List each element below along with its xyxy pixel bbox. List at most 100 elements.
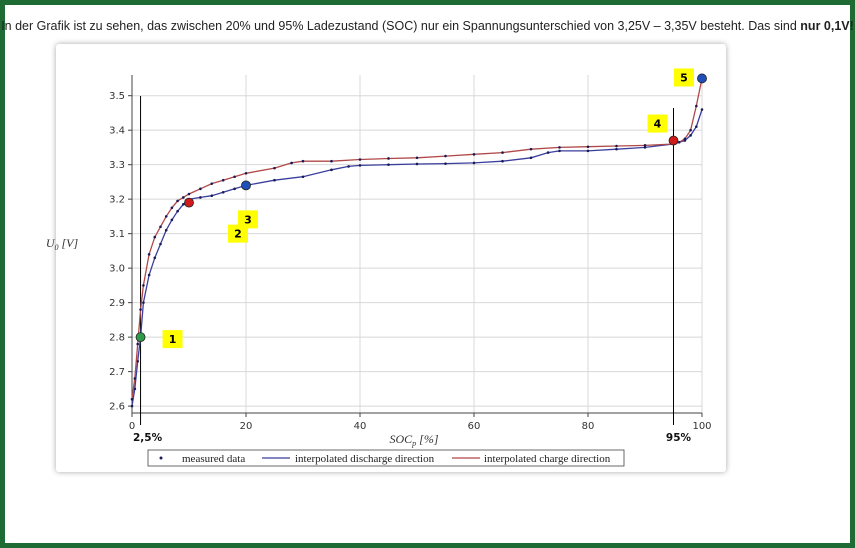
y-tick-label: 2.7 bbox=[109, 367, 125, 378]
measured-point bbox=[358, 164, 362, 167]
chart-card bbox=[56, 44, 726, 472]
discharge-curve bbox=[131, 109, 703, 407]
measured-point bbox=[358, 158, 362, 161]
measured-point bbox=[301, 159, 305, 163]
measured-point bbox=[176, 209, 179, 213]
measured-point bbox=[387, 163, 390, 166]
measured-point bbox=[130, 404, 134, 408]
measured-point bbox=[387, 157, 390, 160]
legend-measured-marker bbox=[159, 456, 163, 460]
legend-box bbox=[147, 449, 625, 467]
measured-point bbox=[170, 218, 174, 222]
measured-point bbox=[182, 196, 185, 199]
legend-discharge-label: interpolated discharge direction bbox=[295, 453, 435, 465]
measured-point bbox=[301, 175, 305, 179]
x-tick-label: 60 bbox=[468, 421, 481, 432]
caption-main: In der Grafik ist zu sehen, das zwischen… bbox=[1, 19, 801, 33]
annotation-box-4 bbox=[647, 114, 668, 133]
measured-point bbox=[529, 156, 533, 160]
measured-point bbox=[221, 190, 225, 194]
measured-point bbox=[153, 235, 157, 239]
measured-point bbox=[330, 168, 333, 172]
measured-point bbox=[159, 225, 162, 229]
measured-point bbox=[529, 147, 533, 151]
measured-point bbox=[142, 284, 145, 287]
measured-point bbox=[695, 104, 698, 108]
measured-point bbox=[683, 137, 687, 141]
measured-point bbox=[221, 178, 225, 182]
measured-point bbox=[136, 359, 139, 363]
vertical-marker-label: 95% bbox=[666, 432, 692, 444]
x-tick-label: 20 bbox=[240, 421, 253, 432]
y-tick-label: 3.2 bbox=[109, 195, 125, 206]
measured-point bbox=[330, 159, 333, 163]
legend: measured data interpolated discharge dire… bbox=[147, 449, 625, 467]
measured-point bbox=[139, 308, 142, 311]
annotation-label-1: 1 bbox=[169, 333, 177, 346]
x-axis-label: SOCp [%] bbox=[389, 432, 438, 448]
annotation-point-1 bbox=[135, 332, 146, 343]
measured-point bbox=[164, 215, 168, 218]
x-tick-label: 40 bbox=[354, 421, 367, 432]
measured-point bbox=[472, 153, 476, 156]
measured-point bbox=[643, 144, 647, 147]
measured-point bbox=[347, 165, 350, 168]
measured-point bbox=[501, 159, 504, 163]
measured-point bbox=[700, 108, 704, 111]
annotation-point-5 bbox=[697, 73, 707, 84]
y-axis-label: U0 [V] bbox=[46, 236, 79, 252]
measured-point bbox=[558, 146, 561, 149]
y-tick-label: 3.0 bbox=[109, 264, 125, 275]
annotation-point-3 bbox=[241, 180, 251, 191]
measured-point bbox=[147, 253, 151, 256]
measured-point bbox=[147, 273, 151, 277]
measured-point bbox=[170, 206, 174, 210]
measured-point bbox=[695, 125, 698, 129]
measured-point bbox=[444, 162, 447, 165]
measured-point bbox=[444, 154, 447, 158]
measured-point bbox=[244, 171, 248, 175]
measured-point bbox=[586, 145, 590, 149]
measured-point bbox=[689, 128, 692, 132]
measured-point bbox=[199, 196, 202, 199]
measured-point bbox=[199, 187, 202, 191]
measured-point bbox=[133, 387, 137, 391]
annotation-box-5 bbox=[674, 68, 694, 87]
annotation-label-2: 2 bbox=[234, 228, 242, 241]
annotation-label-4: 4 bbox=[654, 118, 662, 131]
measured-point bbox=[176, 199, 179, 203]
measured-point bbox=[159, 242, 162, 246]
measured-point bbox=[501, 151, 504, 154]
measured-point bbox=[558, 149, 561, 153]
annotation-box-3 bbox=[238, 210, 258, 229]
y-tick-label: 3.1 bbox=[109, 229, 125, 240]
measured-point bbox=[210, 182, 214, 185]
y-tick-label: 2.6 bbox=[109, 402, 125, 413]
measured-point bbox=[233, 187, 236, 191]
annotation-label-5: 5 bbox=[680, 71, 688, 84]
legend-measured-label: measured data bbox=[182, 453, 245, 465]
measured-point bbox=[233, 175, 236, 179]
measured-point bbox=[689, 134, 692, 137]
legend-charge-label: interpolated charge direction bbox=[484, 453, 611, 465]
annotation-point-2 bbox=[184, 197, 194, 208]
caption-text: In der Grafik ist zu sehen, das zwischen… bbox=[0, 19, 855, 33]
measured-point bbox=[472, 161, 476, 165]
measured-point bbox=[643, 146, 647, 149]
annotation-label-3: 3 bbox=[244, 213, 252, 226]
charge-curve bbox=[131, 78, 703, 400]
measured-point bbox=[273, 178, 276, 182]
annotation-point-4 bbox=[668, 135, 679, 146]
measured-point bbox=[187, 192, 191, 196]
measured-point bbox=[142, 301, 145, 304]
measured-point bbox=[615, 144, 618, 148]
caption-emphasis: nur 0,1V! bbox=[800, 19, 854, 33]
x-tick-label: 0 bbox=[129, 421, 135, 432]
x-tick-label: 80 bbox=[582, 421, 595, 432]
measured-point bbox=[133, 377, 137, 380]
measured-point bbox=[415, 156, 419, 160]
measured-point bbox=[677, 140, 681, 144]
measured-point bbox=[615, 147, 618, 151]
y-tick-label: 3.3 bbox=[109, 160, 125, 171]
annotation-box-2 bbox=[228, 224, 248, 243]
